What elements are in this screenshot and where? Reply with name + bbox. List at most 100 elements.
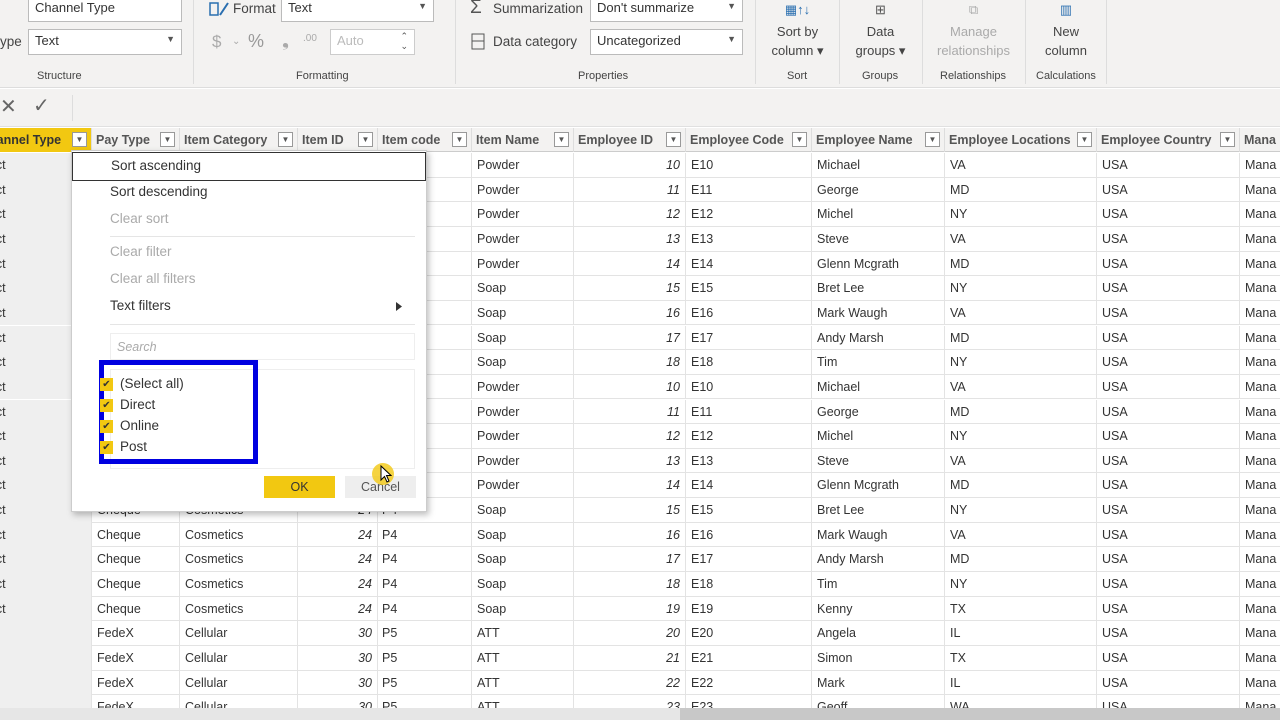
table-row[interactable]: PostFedeXCellular30P5ATT21E21SimonTXUSAM… [0, 646, 1280, 671]
table-cell [378, 399, 472, 425]
data-type-label: ype [0, 34, 22, 49]
formula-input[interactable] [74, 91, 1280, 125]
filter-dropdown-button[interactable]: ▼ [925, 132, 940, 147]
filter-option[interactable]: ✔ Post [100, 439, 147, 454]
table-row[interactable]: DirectChequeCosmetics24P4Soap17E17Andy M… [0, 547, 1280, 572]
formatting-group-label: Formatting [296, 70, 349, 82]
sort-group-label: Sort [787, 70, 808, 82]
filter-dropdown-button[interactable]: ▼ [1077, 132, 1092, 147]
text-filters-item[interactable]: Text filters [110, 298, 171, 313]
divider [1025, 0, 1026, 84]
table-cell: 17 [574, 325, 686, 351]
column-header[interactable]: Employee Code ▼ [686, 128, 812, 152]
table-row[interactable]: PostFedeXCellular30P5ATT20E20AngelaILUSA… [0, 621, 1280, 646]
table-row[interactable]: PostFedeXCellular30P5ATT22E22MarkILUSAMa… [0, 670, 1280, 696]
table-cell: Bret Lee [812, 276, 945, 301]
groups-group-label: Groups [862, 70, 899, 82]
sort-ascending-item[interactable]: Sort ascending [72, 152, 426, 181]
clear-all-filters-item[interactable]: Clear all filters [110, 271, 196, 286]
scrollbar-thumb[interactable] [0, 708, 680, 720]
table-row[interactable]: DirectChequeCosmetics24P4Soap19E19KennyT… [0, 596, 1280, 622]
chevron-down-icon: ⌄ [232, 36, 241, 47]
checkbox-icon[interactable]: ✔ [100, 378, 113, 391]
decimal-icon[interactable]: .00 [303, 33, 317, 44]
filter-dropdown-button[interactable]: ▼ [1220, 132, 1235, 147]
filter-option[interactable]: ✔ Direct [100, 397, 155, 412]
column-header[interactable]: Item code ▼ [378, 128, 472, 152]
checkbox-icon[interactable]: ✔ [100, 399, 113, 412]
filter-option[interactable]: ✔ (Select all) [100, 376, 184, 391]
data-type-select[interactable]: Text ▼ [28, 29, 182, 55]
table-cell: Powder [472, 473, 574, 499]
table-cell [378, 424, 472, 449]
sort-by-column-button[interactable]: ▦↑↓ Sort by column ▾ [760, 0, 835, 60]
checkbox-icon[interactable]: ✔ [100, 420, 113, 433]
table-cell: USA [1097, 646, 1240, 671]
column-header[interactable]: Item Category ▼ [180, 128, 298, 152]
divider [839, 0, 840, 84]
decimal-places-input[interactable]: Auto ⌃ ⌄ [330, 29, 415, 55]
filter-dropdown-button[interactable]: ▼ [452, 132, 467, 147]
column-name-input[interactable]: Channel Type [28, 0, 182, 22]
filter-dropdown-button[interactable]: ▼ [358, 132, 373, 147]
data-category-select[interactable]: Uncategorized ▼ [590, 29, 743, 55]
ribbon: Channel Type ype Text ▼ Structure Format … [0, 0, 1280, 88]
commit-formula-icon[interactable]: ✓ [33, 95, 50, 117]
table-cell: Mark Waugh [812, 522, 945, 548]
column-header[interactable]: Employee ID ▼ [574, 128, 686, 152]
table-cell: USA [1097, 226, 1240, 252]
column-header[interactable]: Item Name ▼ [472, 128, 574, 152]
column-header[interactable]: Employee Locations ▼ [945, 128, 1097, 152]
column-header[interactable]: Item ID ▼ [298, 128, 378, 152]
filter-dropdown-button[interactable]: ▼ [554, 132, 569, 147]
cancel-button[interactable]: Cancel [345, 476, 416, 498]
table-row[interactable]: PostFedeXCellular30P5ATT23E23GeoffWAUSAM… [0, 695, 1280, 708]
column-header[interactable]: Employee Country ▼ [1097, 128, 1240, 152]
sort-descending-item[interactable]: Sort descending [110, 184, 208, 199]
filter-option[interactable]: ✔ Online [100, 418, 159, 433]
format-select[interactable]: Text ▼ [281, 0, 434, 22]
table-cell: VA [945, 226, 1097, 252]
table-cell: Mana [1240, 523, 1280, 548]
table-cell [378, 177, 472, 203]
filter-dropdown-button[interactable]: ▼ [160, 132, 175, 147]
sigma-icon: Σ [470, 0, 482, 18]
manage-relationships-button[interactable]: ⧉ Manage relationships [925, 0, 1022, 60]
new-column-button[interactable]: ▥ New column [1030, 0, 1102, 60]
table-row[interactable]: DirectPowder13E13SteveVAUSAMana [0, 226, 1280, 252]
ok-button[interactable]: OK [264, 476, 335, 498]
relationships-group-label: Relationships [940, 70, 1007, 82]
table-cell: 18 [574, 350, 686, 375]
filter-dropdown-button[interactable]: ▼ [792, 132, 807, 147]
filter-search-input[interactable]: Search [110, 333, 415, 360]
table-row[interactable]: DirectChequeCosmetics24P4Soap16E16Mark W… [0, 522, 1280, 548]
properties-group-label: Properties [578, 70, 629, 82]
data-groups-button[interactable]: ⊞ Data groups ▾ [843, 0, 918, 60]
table-cell: E16 [686, 300, 812, 326]
new-column-label: New [1052, 24, 1079, 39]
table-cell: Michel [812, 202, 945, 227]
column-header[interactable]: Mana [1240, 128, 1280, 152]
table-cell: Direct [0, 522, 92, 548]
column-header[interactable]: Employee Name ▼ [812, 128, 945, 152]
summarization-select[interactable]: Don't summarize ▼ [590, 0, 743, 22]
table-cell: VA [945, 522, 1097, 548]
clear-filter-item[interactable]: Clear filter [110, 244, 172, 259]
horizontal-scrollbar[interactable] [0, 708, 1280, 720]
filter-dropdown-button[interactable]: ▼ [72, 132, 87, 147]
currency-button[interactable]: $ [212, 32, 222, 51]
table-cell: E11 [686, 399, 812, 425]
table-row[interactable]: DirectChequeCosmetics24P4Soap18E18TimNYU… [0, 572, 1280, 597]
checkbox-icon[interactable]: ✔ [100, 441, 113, 454]
table-cell: Mana [1240, 178, 1280, 203]
comma-button[interactable]: ❟ [282, 30, 290, 50]
filter-dropdown-button[interactable]: ▼ [666, 132, 681, 147]
clear-sort-item[interactable]: Clear sort [110, 211, 169, 226]
cancel-formula-icon[interactable]: ✕ [0, 96, 17, 118]
column-header[interactable]: Pay Type ▼ [92, 128, 180, 152]
table-row[interactable]: DirectPowder13E13SteveVAUSAMana [0, 448, 1280, 474]
percent-button[interactable]: % [248, 31, 265, 51]
filter-dropdown-button[interactable]: ▼ [278, 132, 293, 147]
column-header[interactable]: Channel Type ▼ [0, 128, 92, 152]
